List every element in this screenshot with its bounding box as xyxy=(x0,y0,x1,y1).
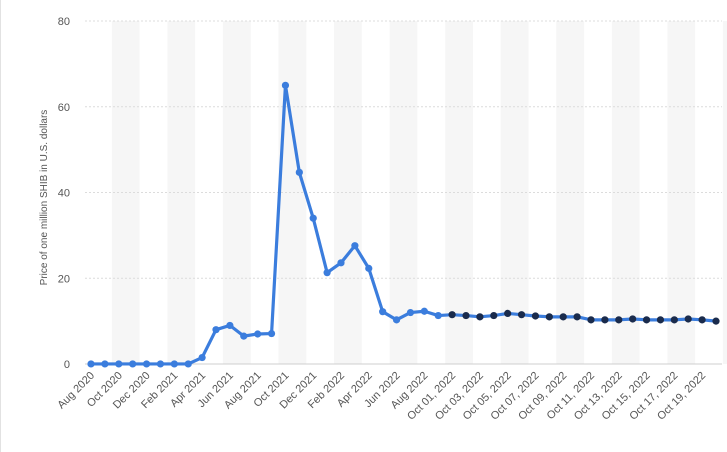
data-point[interactable] xyxy=(156,360,165,368)
data-point[interactable] xyxy=(601,316,609,324)
data-point[interactable] xyxy=(351,242,359,250)
data-point[interactable] xyxy=(198,353,206,362)
data-point[interactable] xyxy=(184,360,192,368)
series-group xyxy=(87,81,720,368)
data-point[interactable] xyxy=(670,316,678,324)
data-point[interactable] xyxy=(295,168,303,176)
data-point[interactable] xyxy=(573,313,581,321)
data-point[interactable] xyxy=(281,81,290,89)
data-point[interactable] xyxy=(434,311,442,320)
data-point[interactable] xyxy=(212,326,220,334)
data-point[interactable] xyxy=(365,264,373,272)
data-point[interactable] xyxy=(87,360,95,368)
data-point[interactable] xyxy=(129,360,137,368)
data-point[interactable] xyxy=(323,269,331,277)
data-point[interactable] xyxy=(656,316,665,324)
y-tick-label: 40 xyxy=(58,188,70,200)
series-line xyxy=(89,83,718,366)
column-band xyxy=(722,21,727,364)
data-point[interactable] xyxy=(517,311,526,319)
y-tick-label: 60 xyxy=(58,102,70,114)
data-point[interactable] xyxy=(406,308,415,317)
data-point[interactable] xyxy=(142,360,151,368)
data-point[interactable] xyxy=(240,332,248,340)
data-point[interactable] xyxy=(629,315,637,323)
data-point[interactable] xyxy=(254,330,262,338)
data-point[interactable] xyxy=(684,315,692,323)
data-point[interactable] xyxy=(490,311,498,320)
data-point[interactable] xyxy=(101,360,109,368)
y-tick-label: 20 xyxy=(58,273,70,285)
y-tick-label: 0 xyxy=(64,359,70,371)
data-point[interactable] xyxy=(267,329,276,338)
y-axis-title: Price of one million SHIB in U.S. dollar… xyxy=(39,110,50,286)
data-point[interactable] xyxy=(559,313,567,321)
data-point[interactable] xyxy=(587,316,595,324)
data-point[interactable] xyxy=(504,309,512,318)
data-point[interactable] xyxy=(170,360,178,368)
data-point[interactable] xyxy=(712,317,720,325)
left-frame-line xyxy=(0,0,1,452)
y-tick-label: 80 xyxy=(58,16,70,28)
data-point[interactable] xyxy=(545,313,553,321)
data-point[interactable] xyxy=(462,311,470,320)
data-point[interactable] xyxy=(379,308,387,316)
data-point[interactable] xyxy=(531,312,540,320)
data-point[interactable] xyxy=(309,214,317,222)
data-point[interactable] xyxy=(448,311,456,319)
data-point[interactable] xyxy=(337,259,345,267)
data-point[interactable] xyxy=(115,360,123,368)
data-point[interactable] xyxy=(226,321,234,330)
data-point[interactable] xyxy=(615,316,623,324)
data-point[interactable] xyxy=(698,316,706,324)
data-point[interactable] xyxy=(420,307,428,315)
data-point[interactable] xyxy=(476,313,484,321)
y-axis-ticks: 0 20 40 60 80 xyxy=(58,16,70,371)
data-point[interactable] xyxy=(642,316,651,324)
data-point[interactable] xyxy=(392,316,401,324)
